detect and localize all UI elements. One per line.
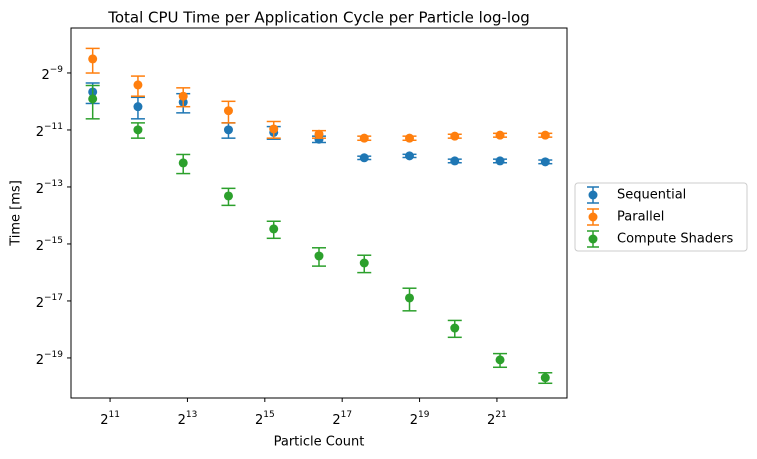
marker — [88, 54, 98, 64]
y-tick-label-exponent: −9 — [50, 64, 64, 74]
y-tick-label: 2−17 — [36, 292, 63, 310]
x-tick-label: 221 — [487, 410, 507, 428]
marker — [223, 106, 233, 116]
y-tick-label: 2−9 — [41, 64, 63, 82]
marker — [359, 258, 369, 268]
x-tick-label-base: 2 — [255, 413, 263, 428]
marker — [540, 373, 550, 383]
x-tick-label-exponent: 21 — [495, 410, 506, 420]
marker — [495, 355, 505, 365]
y-tick-label-base: 2 — [36, 124, 44, 139]
marker — [405, 293, 415, 303]
x-tick-label: 211 — [100, 410, 120, 428]
legend-label: Parallel — [617, 210, 664, 225]
y-axis-label: Time [ms] — [9, 180, 24, 247]
x-tick-label-exponent: 13 — [186, 410, 197, 420]
marker — [178, 91, 188, 101]
y-tick-label: 2−13 — [36, 178, 63, 196]
x-tick-label-base: 2 — [178, 413, 186, 428]
marker — [450, 156, 460, 166]
marker — [540, 130, 550, 140]
marker — [133, 102, 143, 112]
plot-frame — [70, 27, 568, 399]
y-tick-label: 2−19 — [36, 349, 64, 367]
y-tick-label-base: 2 — [36, 295, 44, 310]
marker — [314, 251, 324, 261]
y-tick-label-base: 2 — [36, 238, 44, 253]
marker — [269, 124, 279, 134]
marker — [405, 133, 415, 143]
y-tick-label-base: 2 — [41, 67, 49, 82]
marker — [359, 133, 369, 143]
chart-title: Total CPU Time per Application Cycle per… — [107, 9, 530, 27]
marker — [450, 131, 460, 141]
x-tick-label-exponent: 11 — [108, 410, 119, 420]
marker — [223, 191, 233, 201]
legend-marker — [588, 190, 598, 200]
marker — [178, 158, 188, 168]
marker — [314, 129, 324, 139]
y-tick-label-exponent: −19 — [44, 349, 63, 359]
marker — [88, 94, 98, 104]
marker — [495, 130, 505, 140]
x-tick-label-exponent: 19 — [418, 410, 430, 420]
marker — [540, 157, 550, 167]
marker — [133, 125, 143, 135]
marker — [450, 323, 460, 333]
x-tick-label-exponent: 17 — [341, 410, 352, 420]
legend-label: Compute Shaders — [617, 232, 733, 247]
y-tick-label: 2−15 — [36, 235, 63, 253]
x-tick-label-exponent: 15 — [263, 410, 274, 420]
y-tick-label-exponent: −17 — [44, 292, 63, 302]
x-tick-label-base: 2 — [487, 413, 495, 428]
marker — [495, 156, 505, 166]
marker — [405, 151, 415, 161]
marker — [359, 153, 369, 163]
x-tick-label: 213 — [178, 410, 198, 428]
x-axis-label: Particle Count — [274, 435, 365, 450]
x-tick-label-base: 2 — [332, 413, 340, 428]
y-tick-label: 2−11 — [36, 121, 63, 139]
y-tick-label-exponent: −13 — [44, 178, 63, 188]
marker — [133, 80, 143, 90]
y-tick-label-exponent: −15 — [44, 235, 63, 245]
x-tick-label-base: 2 — [100, 413, 108, 428]
x-tick-label: 219 — [410, 410, 430, 428]
y-tick-label-base: 2 — [36, 352, 44, 367]
x-tick-label: 217 — [332, 410, 352, 428]
x-tick-label-base: 2 — [410, 413, 418, 428]
x-tick-label: 215 — [255, 410, 275, 428]
legend-box — [574, 182, 748, 252]
legend-label: Sequential — [617, 188, 686, 203]
y-tick-label-exponent: −11 — [44, 121, 63, 131]
marker — [269, 224, 279, 234]
marker — [223, 125, 233, 135]
legend-marker — [588, 212, 598, 222]
y-tick-label-base: 2 — [36, 181, 44, 196]
legend-marker — [588, 234, 598, 244]
